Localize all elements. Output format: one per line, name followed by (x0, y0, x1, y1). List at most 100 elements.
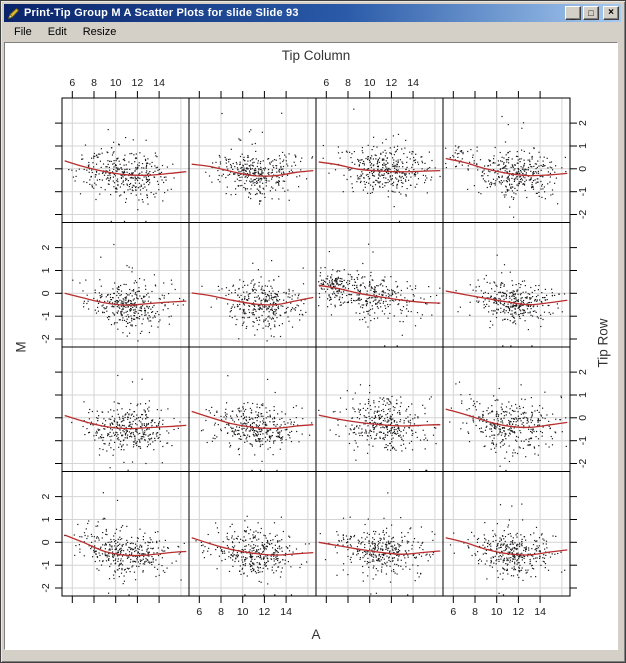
y-tick-label-left: 2 (40, 494, 52, 500)
scatter-points (64, 492, 185, 596)
x-tick-label-top: 12 (132, 77, 144, 89)
scatter-panel-r1c4 (442, 97, 571, 223)
maximize-button[interactable]: □ (583, 6, 599, 20)
x-tick-label-bottom: 12 (513, 606, 525, 618)
y-tick-label-right: 2 (577, 120, 589, 126)
scatter-panel-r3c2 (188, 346, 317, 472)
loess-curve (191, 292, 314, 306)
scatter-points (449, 381, 567, 471)
x-tick-label-top: 6 (323, 77, 329, 89)
y-tick-label-left: 1 (40, 267, 52, 273)
y-tick-label-right: -1 (577, 187, 589, 196)
y-tick-label-left: -1 (40, 560, 52, 569)
scatter-panel-r2c4 (442, 222, 571, 348)
scatter-points (72, 243, 185, 342)
y-tick-label-right: 0 (577, 166, 589, 172)
x-tick-label-top: 10 (110, 77, 122, 89)
scatter-panel-r2c2 (188, 222, 317, 348)
x-tick-label-bottom: 12 (259, 606, 271, 618)
y-tick-label-right: 1 (577, 392, 589, 398)
scatter-panel-r3c3 (315, 346, 444, 472)
scatter-points (71, 374, 181, 471)
window-title: Print-Tip Group M A Scatter Plots for sl… (24, 7, 299, 19)
x-tick-label-top: 8 (91, 77, 97, 89)
x-tick-label-bottom: 14 (280, 606, 292, 618)
scatter-points (68, 129, 175, 222)
scatter-panel-r4c1 (61, 471, 190, 597)
loess-curve (318, 414, 441, 427)
x-tick-label-top: 10 (364, 77, 376, 89)
loess-curve (445, 157, 568, 177)
loess-curve (64, 160, 187, 176)
scatter-panel-r3c1 (61, 346, 190, 472)
scatter-panel-r1c2 (188, 97, 317, 223)
scatter-points (195, 515, 310, 596)
scatter-panel-r4c4 (442, 471, 571, 597)
scatter-panel-r1c3 (315, 97, 444, 223)
scatter-points (445, 115, 567, 218)
scatter-points (449, 503, 566, 596)
x-tick-label-bottom: 10 (237, 606, 249, 618)
top-axis-title: Tip Column (281, 48, 351, 63)
bottom-axis-title: A (311, 627, 321, 642)
menu-bar: File Edit Resize (4, 22, 621, 42)
plot-canvas: 6 8 10 12 14 6 8 10 12 14 6 8 10 12 14 6 8 10 12 14 -2 -1 0 1 2-… (4, 42, 618, 650)
x-tick-label-bottom: 10 (491, 606, 503, 618)
y-tick-label-right: 1 (577, 143, 589, 149)
scatter-points (318, 243, 441, 347)
scatter-panel-r3c4 (442, 346, 571, 472)
y-tick-label-left: -2 (40, 334, 52, 343)
loess-curve (191, 537, 314, 556)
loess-curve (318, 541, 441, 555)
menu-edit[interactable]: Edit (47, 26, 67, 38)
loess-curve (64, 292, 187, 306)
x-tick-label-top: 12 (386, 77, 398, 89)
scatter-points (200, 375, 313, 471)
scatter-panel-r1c1 (61, 97, 190, 223)
client-area: 6 8 10 12 14 6 8 10 12 14 6 8 10 12 14 6 8 10 12 14 -2 -1 0 1 2-… (4, 42, 621, 658)
close-button[interactable]: × (603, 6, 619, 20)
x-tick-label-bottom: 8 (218, 606, 224, 618)
scatter-points (319, 492, 436, 596)
x-tick-label-top: 8 (345, 77, 351, 89)
x-tick-label-bottom: 6 (196, 606, 202, 618)
scatter-points (318, 384, 439, 471)
scatter-panel-r4c2 (188, 471, 317, 597)
x-tick-label-bottom: 14 (534, 606, 546, 618)
loess-curve (318, 161, 441, 173)
y-tick-label-right: -2 (577, 459, 589, 468)
scatter-panel-r2c1 (61, 222, 190, 348)
y-tick-label-left: 0 (40, 539, 52, 545)
scatter-panel-r2c3 (315, 222, 444, 348)
y-tick-label-right: 0 (577, 415, 589, 421)
window-titlebar[interactable]: Print-Tip Group M A Scatter Plots for sl… (4, 4, 621, 22)
scatter-points (455, 254, 566, 347)
left-axis-title: M (13, 341, 29, 353)
lattice-svg: 6 8 10 12 14 6 8 10 12 146 8 10 12 14 6 8 10 12 14-2-1012-… (40, 77, 589, 618)
loess-curve (191, 410, 314, 430)
x-tick-label-top: 14 (153, 77, 165, 89)
scatter-points (201, 260, 307, 342)
x-tick-label-top: 14 (407, 77, 419, 89)
scatter-points (322, 108, 441, 222)
loess-curve (64, 534, 187, 557)
y-tick-label-left: 0 (40, 290, 52, 296)
right-axis-title: Tip Row (595, 318, 611, 368)
y-tick-label-left: 2 (40, 245, 52, 251)
loess-curve (318, 284, 441, 304)
y-tick-label-left: -2 (40, 583, 52, 592)
y-tick-label-left: -1 (40, 311, 52, 320)
window-pen-icon (6, 6, 21, 20)
menu-resize[interactable]: Resize (82, 26, 117, 38)
x-tick-label-bottom: 6 (450, 606, 456, 618)
loess-curve (445, 537, 568, 556)
menu-file[interactable]: File (14, 26, 32, 38)
loess-curve (445, 290, 568, 306)
loess-curve (191, 163, 314, 177)
y-tick-label-right: -1 (577, 436, 589, 445)
y-tick-label-right: -2 (577, 210, 589, 219)
y-tick-label-left: 1 (40, 516, 52, 522)
scatter-points (205, 112, 314, 205)
minimize-button[interactable]: _ (565, 6, 581, 20)
